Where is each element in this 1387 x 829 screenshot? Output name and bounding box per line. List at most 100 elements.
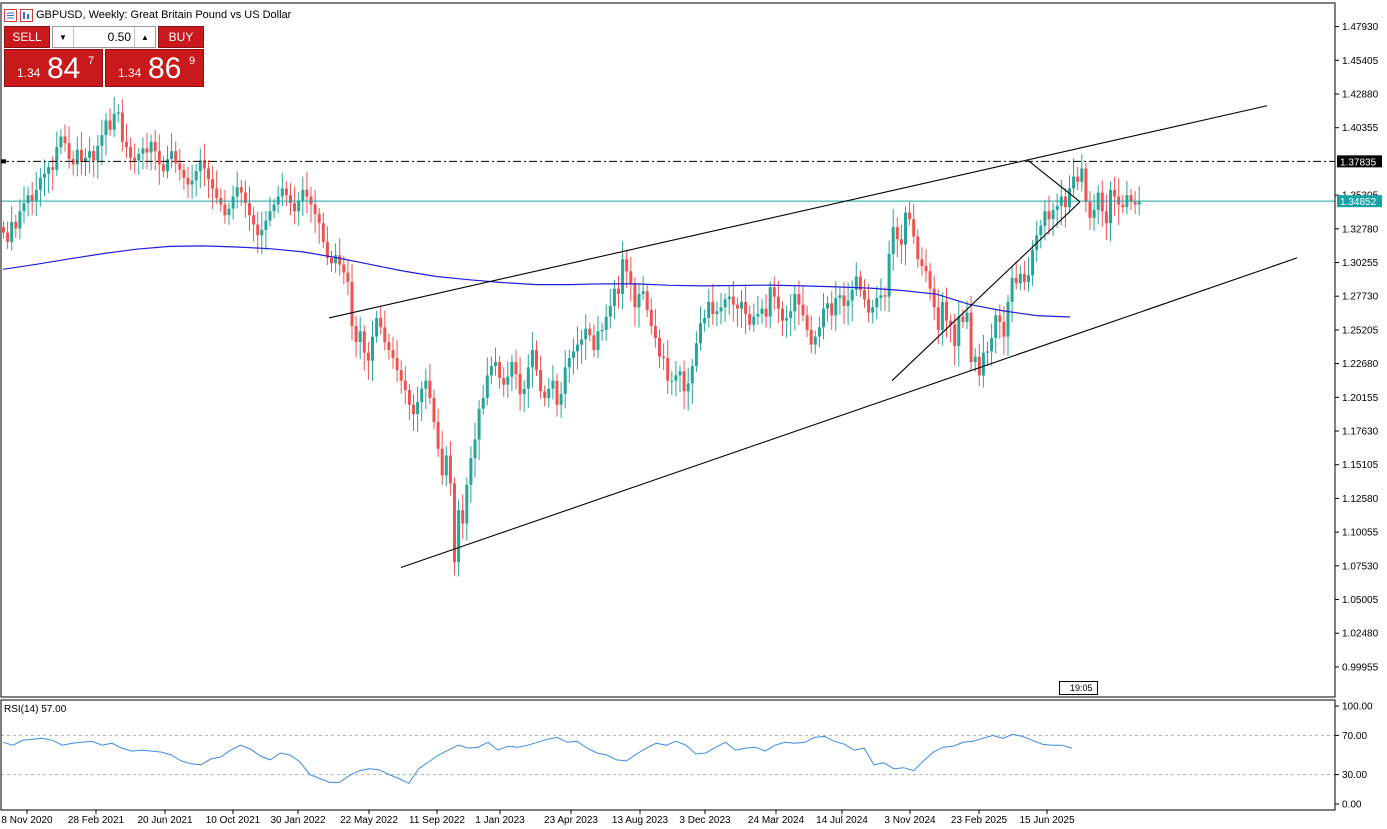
candle-body: [260, 229, 264, 236]
candle-body: [6, 232, 10, 242]
candle-body: [334, 255, 338, 264]
candle-body: [432, 398, 436, 423]
candle-body: [448, 455, 452, 484]
bid-price-big: 84: [47, 52, 81, 85]
candle-body: [457, 510, 461, 563]
candle-body: [153, 141, 157, 152]
ask-price-pip: 9: [189, 55, 196, 67]
lot-size-value[interactable]: 0.50: [107, 30, 131, 44]
candle-body: [711, 301, 715, 314]
candle-body: [1117, 196, 1121, 205]
buy-price[interactable]: 1.34 86 9: [105, 49, 204, 87]
candle-body: [633, 283, 637, 308]
candle-body: [342, 264, 346, 273]
candle-body: [1055, 205, 1059, 210]
candle-body: [539, 370, 543, 392]
candle-body: [625, 259, 629, 272]
price-tick-label: 1.05005: [1342, 595, 1379, 606]
level-left-marker: [1, 159, 6, 164]
candle-body: [809, 329, 813, 345]
bid-price-tag: [1337, 195, 1382, 208]
candle-body: [1137, 201, 1141, 205]
candle-body: [469, 458, 473, 485]
candle-body: [653, 325, 657, 338]
candle-body: [916, 236, 920, 260]
candle-body: [715, 311, 719, 314]
candle-body: [305, 189, 309, 197]
candle-body: [416, 402, 420, 415]
candle-body: [817, 327, 821, 337]
candle-body: [854, 276, 858, 290]
rsi-tick-label: 30.00: [1342, 770, 1367, 781]
candle-body: [358, 331, 362, 342]
candle-body: [379, 317, 383, 328]
candle-body: [1047, 211, 1051, 220]
candle-body: [428, 380, 432, 399]
sell-price[interactable]: 1.34 84 7: [4, 49, 103, 87]
price-tick-label: 1.17630: [1342, 427, 1379, 438]
lot-size-field[interactable]: ▼ 0.50 ▲: [52, 26, 156, 48]
candle-body: [235, 187, 239, 197]
candle-body: [498, 362, 502, 379]
candle-body: [990, 337, 994, 352]
time-axis: 8 Nov 2020 28 Feb 2021 20 Jun 2021 10 Oct 2…: [1, 810, 1075, 826]
candle-body: [1133, 201, 1137, 205]
candle-body: [940, 301, 944, 330]
candle-body: [977, 356, 981, 376]
candle-body: [399, 370, 403, 381]
candle-body: [912, 219, 916, 237]
candle-body: [969, 312, 973, 363]
lot-increase-icon[interactable]: ▲: [134, 27, 155, 47]
candle-body: [510, 362, 514, 377]
candle-body: [551, 380, 555, 389]
candle-body: [330, 257, 333, 264]
candle-body: [350, 281, 354, 326]
candle-body: [764, 308, 768, 317]
candle-body: [904, 212, 907, 245]
candle-body: [440, 448, 444, 476]
candle-body: [407, 390, 411, 405]
candle-body: [276, 196, 280, 205]
trading-icon[interactable]: [20, 8, 33, 22]
buy-button[interactable]: BUY: [158, 26, 204, 48]
candle-body: [994, 315, 998, 338]
time-tick-label: 3 Dec 2023: [679, 815, 731, 826]
sell-button[interactable]: SELL: [4, 26, 50, 48]
price-tick-label: 1.45405: [1342, 56, 1379, 67]
candle-body: [670, 380, 674, 382]
candle-body: [301, 189, 305, 201]
price-tick-label: 1.10055: [1342, 528, 1379, 539]
candle-body: [920, 259, 924, 266]
candle-body: [518, 374, 522, 395]
candle-body: [674, 375, 678, 381]
candle-body: [412, 404, 415, 415]
rsi-tick-label: 100.00: [1342, 702, 1373, 713]
price-tick-label: 1.22680: [1342, 359, 1379, 370]
candle-body: [1072, 176, 1076, 189]
candle-body: [395, 358, 399, 371]
rsi-line: [2, 733, 1073, 785]
one-click-trading-panel: SELL ▼ 0.50 ▲ BUY 1.34 84 7 1.34 86 9: [4, 26, 204, 87]
candle-body: [895, 227, 899, 240]
candle-body: [1076, 176, 1080, 182]
candle-body: [789, 311, 793, 318]
candle-body: [297, 200, 301, 212]
price-tick-label: 1.32780: [1342, 224, 1379, 235]
lot-decrease-icon[interactable]: ▼: [53, 27, 74, 47]
candle-body: [264, 220, 268, 230]
candle-body: [949, 320, 953, 325]
candle-body: [617, 288, 620, 294]
candle-body: [690, 366, 694, 384]
candle-body: [387, 341, 391, 350]
candle-body: [871, 307, 875, 313]
level-price-tag: [1337, 155, 1382, 168]
candle-body: [863, 289, 866, 300]
candle-body: [604, 316, 608, 330]
candle-body: [1129, 195, 1133, 202]
candle-body: [453, 483, 456, 563]
candle-body: [202, 160, 206, 169]
candle-body: [59, 136, 63, 148]
candle-body: [100, 135, 104, 146]
candle-body: [936, 307, 940, 330]
